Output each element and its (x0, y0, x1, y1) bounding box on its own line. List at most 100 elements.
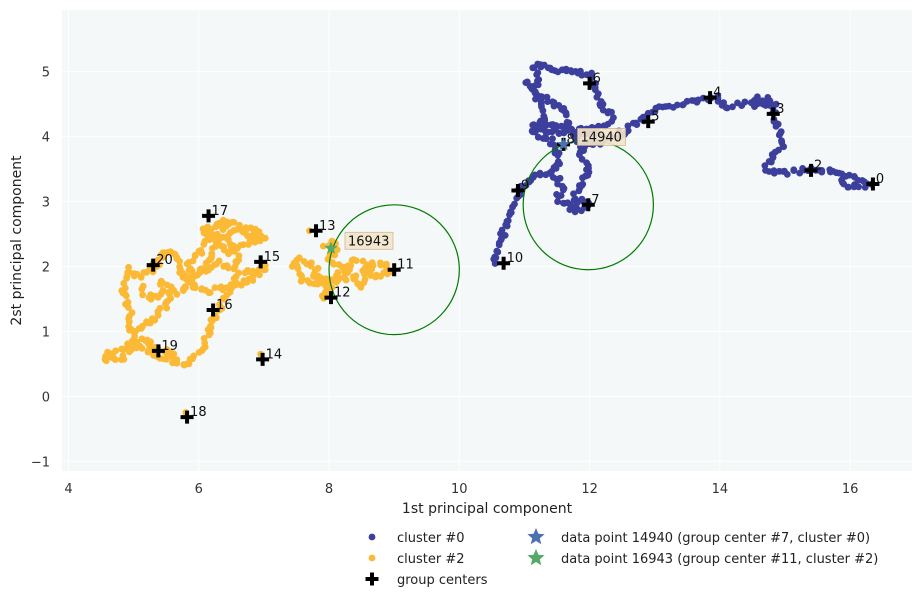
data-point (359, 257, 367, 265)
group-center-label: 15 (264, 250, 281, 265)
group-center-label: 13 (319, 219, 336, 234)
cross-marker (256, 352, 270, 366)
group-center-label: 2 (814, 158, 822, 173)
group-center-5: 5 (641, 110, 659, 129)
group-center-2: 2 (804, 158, 822, 177)
legend-label: cluster #2 (397, 552, 465, 567)
cluster-points (101, 60, 875, 416)
cross-marker (583, 76, 597, 90)
data-point (294, 265, 302, 273)
group-center-label: 6 (593, 71, 601, 86)
cross-marker (180, 410, 194, 424)
radius-circle (328, 204, 460, 336)
data-point (608, 108, 615, 116)
data-point (215, 257, 223, 265)
data-point (373, 271, 380, 279)
star-marker (324, 241, 338, 254)
data-point (198, 265, 206, 272)
data-point (673, 101, 681, 109)
cross-marker (254, 255, 268, 269)
group-center-14: 14 (256, 347, 282, 366)
cross-marker (146, 258, 160, 272)
legend-item-3: data point 14940 (group center #7, clust… (527, 528, 870, 546)
data-point (151, 316, 159, 324)
data-point (123, 274, 130, 282)
data-point (211, 284, 219, 291)
data-point (503, 218, 511, 225)
data-point (350, 275, 358, 283)
data-point (498, 226, 506, 234)
data-point (566, 206, 574, 214)
data-point (334, 269, 342, 276)
x-axis-label: 1st principal component (402, 501, 573, 517)
cross-marker (151, 344, 165, 358)
data-point (211, 236, 219, 244)
data-point (176, 263, 184, 271)
data-point (758, 97, 766, 105)
data-point (207, 322, 214, 330)
annotation-label: 16943 (348, 234, 389, 249)
data-point (559, 186, 567, 194)
data-point (327, 276, 335, 283)
data-point (297, 277, 305, 285)
data-point (536, 171, 544, 179)
data-point (511, 200, 518, 208)
data-point (122, 292, 130, 300)
data-point (593, 93, 601, 101)
group-center-15: 15 (254, 250, 280, 269)
group-center-11: 11 (387, 258, 414, 277)
plot-area (62, 10, 912, 471)
group-center-0: 0 (866, 172, 884, 191)
data-point (534, 133, 542, 141)
group-center-4: 4 (703, 86, 721, 105)
data-point (261, 234, 269, 242)
data-point (119, 352, 127, 359)
data-point (145, 294, 153, 301)
group-center-label: 4 (713, 86, 721, 101)
data-point (156, 304, 164, 312)
group-center-17: 17 (202, 204, 228, 223)
legend-item-0: cluster #0 (368, 531, 465, 546)
data-point (534, 69, 542, 77)
data-point (170, 350, 178, 358)
data-point (377, 261, 385, 269)
y-tick-label: 0 (42, 390, 50, 405)
data-point (138, 344, 146, 352)
data-point (546, 140, 554, 148)
cross-marker (365, 572, 379, 586)
data-point (230, 219, 238, 226)
data-point (765, 158, 773, 165)
cross-marker (804, 163, 818, 177)
data-point (139, 291, 147, 299)
group-center-label: 20 (156, 253, 173, 268)
data-point (208, 250, 216, 258)
data-point (778, 137, 785, 145)
data-point (579, 180, 587, 188)
x-tick-label: 4 (64, 482, 72, 497)
data-point (261, 266, 269, 274)
data-point (102, 357, 110, 365)
data-point (601, 122, 609, 130)
data-point (775, 131, 783, 139)
x-tick-label: 14 (712, 482, 729, 497)
data-point (549, 98, 556, 106)
data-point (772, 123, 780, 130)
group-center-9: 9 (511, 179, 529, 198)
data-point (529, 128, 537, 136)
group-center-13: 13 (309, 219, 336, 238)
highlight-14940: 14940 (556, 128, 626, 151)
cross-marker (641, 115, 655, 129)
group-center-label: 10 (507, 251, 524, 266)
data-point (322, 288, 329, 296)
y-tick-label: 2 (42, 260, 50, 275)
group-center-label: 3 (776, 102, 784, 117)
data-point (783, 171, 791, 178)
data-point (173, 290, 181, 298)
data-point (238, 281, 245, 289)
data-point (216, 301, 223, 308)
data-point (750, 101, 758, 108)
data-point (104, 348, 111, 356)
annotation-label: 14940 (581, 130, 622, 145)
data-point (491, 253, 499, 261)
data-point (556, 174, 564, 182)
